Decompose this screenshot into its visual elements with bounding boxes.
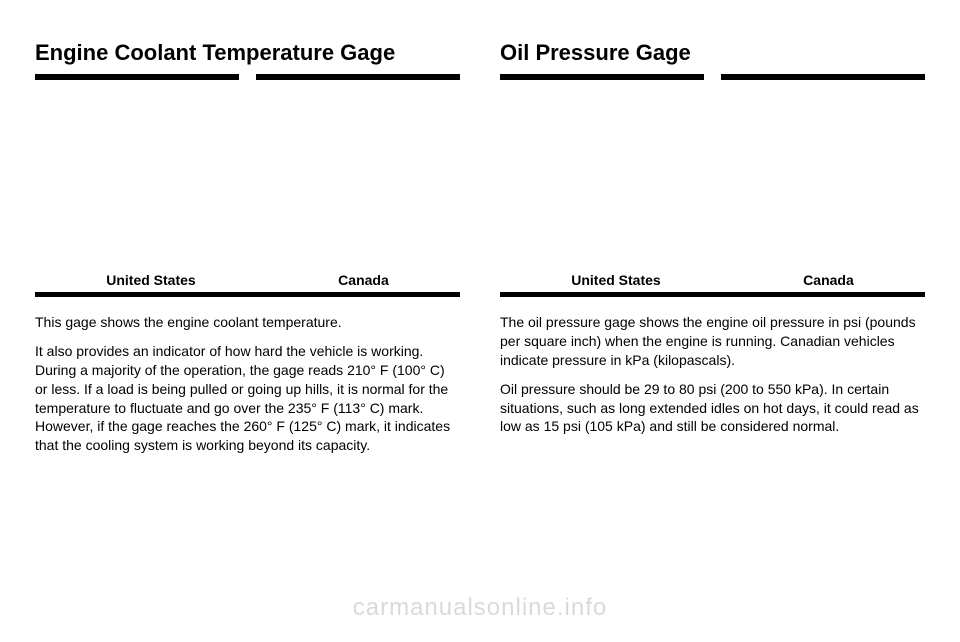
title-divider: [500, 74, 925, 80]
divider-segment: [500, 74, 704, 80]
body-paragraph: It also provides an indicator of how har…: [35, 342, 460, 455]
caption-divider: [35, 292, 460, 297]
caption-us: United States: [571, 272, 660, 288]
divider-segment: [721, 74, 925, 80]
body-paragraph: The oil pressure gage shows the engine o…: [500, 313, 925, 370]
divider-segment: [35, 74, 239, 80]
gauge-image-placeholder: [500, 92, 925, 272]
section-title-oil: Oil Pressure Gage: [500, 40, 925, 66]
caption-canada: Canada: [803, 272, 854, 288]
caption-divider: [500, 292, 925, 297]
caption-row: United States Canada: [500, 272, 925, 288]
page-columns: Engine Coolant Temperature Gage United S…: [35, 40, 925, 465]
title-divider: [35, 74, 460, 80]
watermark-text: carmanualsonline.info: [0, 594, 960, 622]
left-column: Engine Coolant Temperature Gage United S…: [35, 40, 460, 465]
caption-canada: Canada: [338, 272, 389, 288]
body-paragraph: This gage shows the engine coolant tempe…: [35, 313, 460, 332]
caption-row: United States Canada: [35, 272, 460, 288]
divider-segment: [256, 74, 460, 80]
section-title-coolant: Engine Coolant Temperature Gage: [35, 40, 460, 66]
caption-us: United States: [106, 272, 195, 288]
gauge-image-placeholder: [35, 92, 460, 272]
right-column: Oil Pressure Gage United States Canada T…: [500, 40, 925, 465]
body-paragraph: Oil pressure should be 29 to 80 psi (200…: [500, 380, 925, 437]
